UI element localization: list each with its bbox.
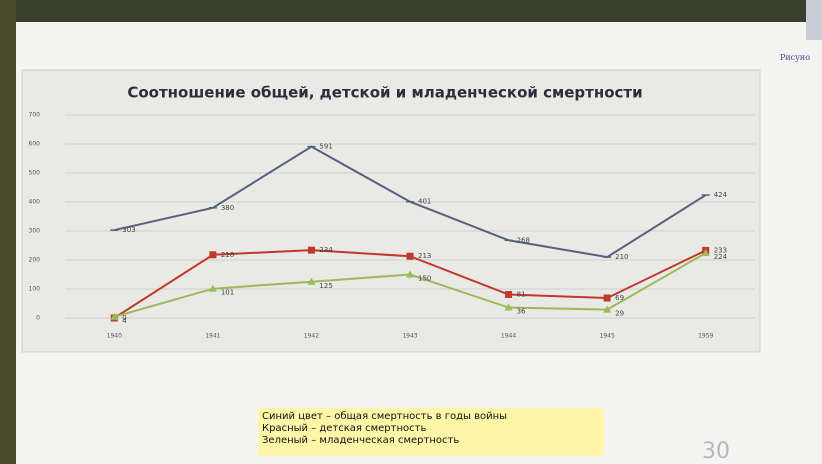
x-tick-label: 1944 [501,333,516,340]
y-tick-label: 300 [29,228,41,235]
point-marker [701,249,710,257]
page-number: 30 [702,439,730,464]
x-tick-label: 1940 [107,333,122,340]
series-line [114,252,707,318]
chart-image [21,69,761,353]
y-tick-label: 600 [29,141,41,148]
data-label: 150 [418,275,431,283]
legend-note: Синий цвет – общая смертность в годы вой… [258,408,604,456]
data-label: 81 [517,291,526,299]
x-tick-label: 1942 [304,333,319,340]
legend-entry: Красный – детская смертность [262,423,427,434]
y-tick-label: 100 [29,286,41,293]
data-label: 380 [221,204,234,212]
point-marker [208,284,217,292]
y-tick-label: 0 [36,315,40,322]
photo-strip-top [0,0,822,22]
x-tick-label: 1959 [698,333,713,340]
data-label: 4 [122,317,127,325]
chart-title: Соотношение общей, детской и младенческо… [127,84,642,102]
data-label: 0 [122,314,126,322]
data-label: 591 [319,143,332,151]
point-marker [406,270,414,278]
point-marker [110,312,119,320]
y-tick-label: 400 [29,199,41,206]
point-marker [504,303,513,311]
data-label: 36 [517,308,526,316]
data-label: 29 [615,310,624,318]
data-label: 125 [319,282,332,290]
y-tick-label: 200 [29,257,41,264]
figure-caption: Рисуно [780,53,810,62]
legend-entry: Синий цвет – общая смертность в годы вой… [262,411,508,422]
point-marker [505,291,513,299]
data-label: 218 [221,251,234,259]
point-marker [603,294,611,302]
legend-entry: Зеленый – младенческая смертность [262,435,460,446]
x-tick-label: 1945 [600,333,615,340]
data-label: 224 [714,253,728,261]
point-marker [307,277,316,285]
data-label: 401 [418,198,431,206]
data-label: 210 [615,253,628,261]
point-marker [406,252,414,260]
data-label: 268 [517,236,530,244]
data-label: 303 [122,226,135,234]
x-tick-label: 1943 [402,333,417,340]
point-marker [209,251,217,259]
data-label: 69 [615,294,624,302]
y-tick-label: 500 [29,170,41,177]
photo-strip-left [0,0,16,464]
point-marker [307,246,315,254]
y-tick-label: 700 [29,112,41,119]
data-label: 234 [319,246,333,254]
photo-strip-right [806,0,822,40]
data-label: 233 [714,246,727,254]
data-label: 424 [714,191,728,199]
point-marker [603,305,612,313]
x-tick-label: 1941 [205,333,220,340]
data-label: 213 [418,252,431,260]
data-label: 101 [221,289,234,297]
